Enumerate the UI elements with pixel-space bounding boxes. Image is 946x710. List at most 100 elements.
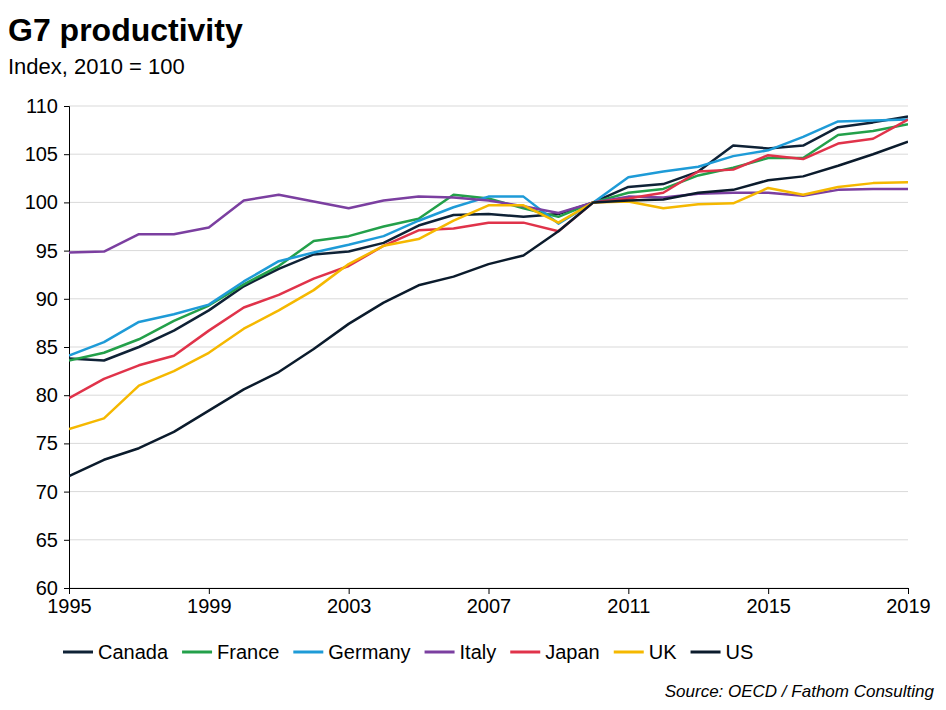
legend-label: Canada: [98, 641, 169, 663]
y-tick: 95: [36, 240, 69, 262]
legend-swatch: [425, 651, 455, 654]
series-line: [69, 142, 908, 477]
grid-line: [69, 202, 908, 203]
grid-line: [69, 491, 908, 492]
grid-line: [69, 443, 908, 444]
legend-swatch: [63, 651, 93, 654]
source: Source: OECD / Fathom Consulting: [665, 682, 935, 701]
y-axis-line: [64, 107, 70, 589]
x-tick-mark: [628, 588, 629, 594]
x-tick-label: 2019: [886, 595, 931, 617]
y-tick: 105: [25, 143, 69, 165]
x-tick-mark: [768, 588, 769, 594]
x-tick: 1999: [187, 588, 232, 617]
legend-item: Canada: [63, 641, 169, 663]
grid-line: [69, 106, 908, 107]
x-tick-label: 2007: [467, 595, 512, 617]
x-tick: 2003: [327, 588, 372, 617]
x-tick-mark: [908, 588, 909, 594]
legend-item: France: [182, 641, 279, 663]
x-axis-line: [70, 589, 909, 595]
x-tick-label: 2011: [607, 595, 650, 617]
grid: [69, 106, 908, 588]
y-tick-label: 95: [36, 240, 58, 262]
legend-label: UK: [649, 641, 677, 663]
y-tick-mark: [64, 154, 69, 155]
x-tick-label: 2003: [327, 595, 372, 617]
legend-item: Germany: [293, 641, 410, 663]
x-tick-mark: [69, 588, 70, 594]
y-tick-label: 65: [36, 529, 58, 551]
x-tick-mark: [349, 588, 350, 594]
legend-swatch: [691, 651, 721, 654]
x-tick: 2019: [886, 588, 931, 617]
x-tick: 1995: [47, 588, 92, 617]
legend: Canada France Germany Italy Japan UK US: [63, 641, 753, 663]
y-tick-label: 80: [36, 384, 58, 406]
grid-line: [69, 298, 908, 299]
legend-swatch: [510, 651, 540, 654]
series-line: [69, 117, 908, 361]
y-tick-mark: [64, 299, 69, 300]
y-tick: 85: [36, 336, 69, 358]
legend-item: US: [691, 641, 754, 663]
y-tick-label: 75: [36, 432, 58, 454]
y-tick-label: 85: [36, 336, 58, 358]
series-line: [69, 182, 908, 429]
legend-label: Japan: [545, 641, 600, 663]
series-line: [69, 119, 908, 398]
legend-item: Italy: [425, 641, 497, 663]
x-tick: 2011: [607, 588, 650, 617]
y-tick-mark: [64, 443, 69, 444]
legend-label: Italy: [460, 641, 497, 663]
y-tick-label: 90: [36, 288, 58, 310]
x-axis: 1995 1999 2003 2007 2011 2015 2019: [47, 588, 931, 617]
x-tick-label: 2015: [746, 595, 791, 617]
x-tick-label: 1995: [47, 595, 92, 617]
chart: G7 productivityIndex, 2010 = 10060657075…: [0, 0, 946, 710]
y-tick-label: 105: [25, 143, 58, 165]
y-tick-mark: [64, 106, 69, 107]
grid-line: [69, 395, 908, 396]
legend-item: UK: [614, 641, 677, 663]
legend-label: US: [726, 641, 754, 663]
y-tick: 90: [36, 288, 69, 310]
legend-swatch: [614, 651, 644, 654]
y-tick-mark: [64, 347, 69, 348]
y-tick: 110: [26, 95, 69, 117]
legend-item: Japan: [510, 641, 600, 663]
y-tick-mark: [64, 540, 69, 541]
legend-swatch: [182, 651, 212, 654]
series-line: [69, 124, 908, 360]
y-tick-mark: [64, 202, 69, 203]
y-tick-mark: [64, 251, 69, 252]
grid-line: [69, 250, 908, 251]
y-tick: 100: [25, 191, 69, 213]
x-tick-mark: [489, 588, 490, 594]
y-tick-label: 100: [25, 191, 58, 213]
y-tick: 75: [36, 432, 69, 454]
x-tick: 2007: [467, 588, 512, 617]
x-tick-label: 1999: [187, 595, 232, 617]
y-axis: 6065707580859095100105110: [25, 95, 70, 599]
y-tick: 65: [36, 529, 69, 551]
series-line: [69, 189, 908, 253]
y-tick: 70: [36, 481, 69, 503]
grid-line: [69, 347, 908, 348]
y-tick-label: 70: [36, 481, 58, 503]
x-tick-mark: [209, 588, 210, 594]
plot: 6065707580859095100105110199519992003200…: [25, 95, 931, 617]
lines: [69, 117, 908, 477]
y-tick-label: 110: [26, 95, 58, 117]
legend-label: Germany: [328, 641, 410, 663]
legend-label: France: [217, 641, 279, 663]
y-tick-mark: [64, 588, 69, 589]
legend-swatch: [293, 651, 323, 654]
series-line: [69, 119, 908, 355]
y-tick-mark: [64, 492, 69, 493]
grid-line: [69, 539, 908, 540]
y-tick: 80: [36, 384, 69, 406]
y-tick-mark: [64, 395, 69, 396]
subtitle: Index, 2010 = 100: [8, 54, 185, 79]
x-tick: 2015: [746, 588, 791, 617]
